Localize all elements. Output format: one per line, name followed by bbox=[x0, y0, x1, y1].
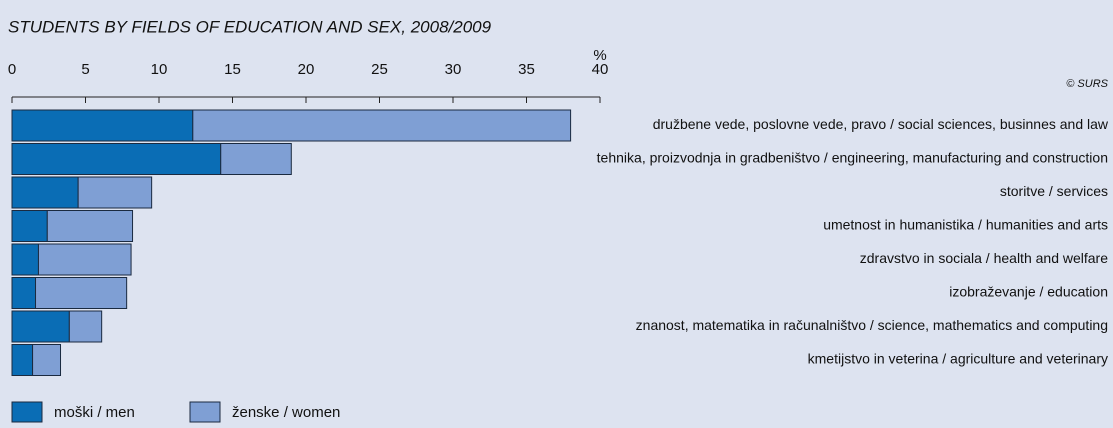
category-label: zdravstvo in sociala / health and welfar… bbox=[860, 250, 1108, 266]
bar-segment bbox=[11, 143, 222, 175]
bar-segment bbox=[11, 344, 34, 376]
category-label: izobraževanje / education bbox=[949, 284, 1108, 300]
bar-segment bbox=[192, 109, 572, 142]
bar-segment bbox=[11, 277, 37, 309]
unit-label: % bbox=[593, 47, 606, 64]
bar-segment bbox=[11, 243, 39, 276]
category-label: družbene vede, poslovne vede, pravo / so… bbox=[653, 116, 1109, 132]
x-tick-label: 20 bbox=[298, 61, 315, 78]
legend-swatch bbox=[189, 401, 221, 423]
x-tick-label: 15 bbox=[224, 61, 241, 78]
x-tick-label: 30 bbox=[445, 61, 462, 78]
bar-segment bbox=[220, 143, 292, 175]
bar-segment bbox=[11, 176, 79, 209]
source: © SURS bbox=[1066, 78, 1108, 90]
x-tick-label: 10 bbox=[151, 61, 168, 78]
x-tick-label: 5 bbox=[81, 61, 89, 78]
category-label: umetnost in humanistika / humanities and… bbox=[823, 217, 1108, 233]
bar-segment bbox=[77, 176, 153, 209]
x-tick-label: 35 bbox=[518, 61, 535, 78]
legend-label: moški / men bbox=[54, 404, 135, 421]
bar-segment bbox=[11, 109, 194, 142]
x-tick-label: 0 bbox=[8, 61, 16, 78]
bar-segment bbox=[46, 210, 134, 242]
legend-swatch bbox=[11, 401, 43, 423]
category-label: tehnika, proizvodnja in gradbeništvo / e… bbox=[597, 150, 1108, 166]
chart-title: STUDENTS BY FIELDS OF EDUCATION AND SEX,… bbox=[8, 17, 492, 36]
bar-segment bbox=[11, 210, 48, 242]
x-tick-label: 25 bbox=[371, 61, 388, 78]
category-label: storitve / services bbox=[1000, 183, 1108, 199]
bar-segment bbox=[32, 344, 62, 376]
legend-label: ženske / women bbox=[232, 404, 340, 421]
bar-segment bbox=[68, 310, 103, 343]
bar-segment bbox=[11, 310, 70, 343]
bar-segment bbox=[37, 243, 132, 276]
category-label: znanost, matematika in računalništvo / s… bbox=[636, 317, 1108, 333]
category-label: kmetijstvo in veterina / agriculture and… bbox=[808, 351, 1108, 367]
x-tick-label: 40 bbox=[592, 61, 609, 78]
bar-segment bbox=[35, 277, 128, 309]
